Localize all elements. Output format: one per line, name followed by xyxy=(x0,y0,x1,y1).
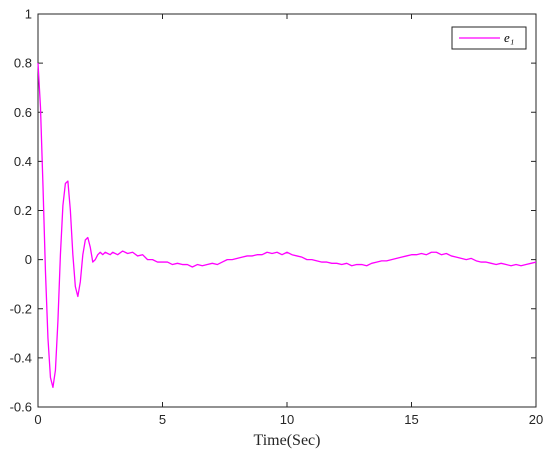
y-tick-labels: -0.6 -0.4 -0.2 0 0.2 0.4 0.6 0.8 1 xyxy=(10,7,32,415)
y-tick-label: -0.6 xyxy=(10,400,32,415)
x-tick-labels: 0 5 10 15 20 xyxy=(34,412,543,427)
x-tick-label: 10 xyxy=(280,412,294,427)
x-tick-label: 15 xyxy=(404,412,418,427)
axis-ticks xyxy=(37,13,537,408)
y-tick-label: -0.2 xyxy=(10,301,32,316)
y-tick-label: 0.2 xyxy=(14,203,32,218)
x-tick-label: 0 xyxy=(34,412,41,427)
legend-label: e₁ xyxy=(504,30,514,45)
legend: e₁ xyxy=(451,26,527,50)
y-tick-label: 1 xyxy=(25,7,32,22)
y-tick-label: 0.8 xyxy=(14,56,32,71)
y-tick-label: 0.4 xyxy=(14,154,32,169)
plot-area xyxy=(37,13,537,408)
series-line-e1 xyxy=(37,63,537,389)
x-tick-label: 5 xyxy=(159,412,166,427)
y-tick-label: -0.4 xyxy=(10,350,32,365)
series-group xyxy=(37,63,537,389)
plot-frame xyxy=(37,13,537,408)
y-tick-label: 0 xyxy=(25,252,32,267)
x-tick-label: 20 xyxy=(529,412,543,427)
y-tick-label: 0.6 xyxy=(14,105,32,120)
x-axis-label: Time(Sec) xyxy=(254,432,321,449)
